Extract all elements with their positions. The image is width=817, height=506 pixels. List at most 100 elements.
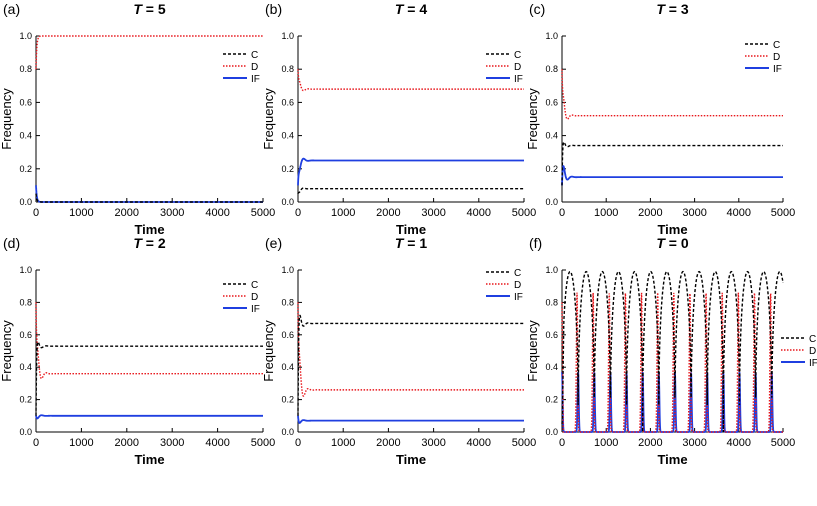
y-tick-label: 0.4 bbox=[545, 362, 558, 372]
x-tick-label: 2000 bbox=[638, 207, 662, 219]
x-axis-label: Time bbox=[657, 452, 687, 467]
y-tick-label: 0.4 bbox=[281, 131, 294, 141]
x-tick-label: 4000 bbox=[727, 207, 751, 219]
x-tick-label: 1000 bbox=[69, 437, 93, 449]
x-tick-label: 5000 bbox=[771, 437, 795, 449]
y-tick-label: 0.2 bbox=[281, 395, 294, 405]
y-tick-label: 0.8 bbox=[281, 297, 294, 307]
y-tick-label: 1.0 bbox=[545, 31, 558, 41]
series-line-c bbox=[297, 187, 524, 195]
chart-panel-b: 0 1000 2000 3000 4000 5000 0.0 0.2 0.4 0.6 0.8 1.0 T… bbox=[261, 1, 536, 237]
x-axis-label: Time bbox=[396, 452, 426, 467]
y-axis-label: Frequency bbox=[261, 88, 276, 150]
panel-title: T = 0 bbox=[656, 235, 689, 251]
y-tick-label: 0.8 bbox=[19, 297, 32, 307]
y-tick-label: 0.4 bbox=[19, 362, 32, 372]
y-tick-label: 0.6 bbox=[545, 97, 558, 107]
series-line-d bbox=[297, 302, 524, 397]
y-axis-label: Frequency bbox=[525, 88, 540, 150]
y-tick-label: 0.6 bbox=[545, 330, 558, 340]
legend-label-d: D bbox=[514, 280, 521, 291]
y-tick-label: 0.4 bbox=[281, 362, 294, 372]
x-tick-label: 0 bbox=[559, 437, 565, 449]
x-axis-label: Time bbox=[657, 222, 687, 237]
chart-panel-a: 0 1000 2000 3000 4000 5000 0.0 0.2 0.4 0.6 0.8 1.0 T… bbox=[0, 1, 275, 237]
series-line-d bbox=[35, 35, 263, 70]
x-tick-label: 3000 bbox=[421, 437, 445, 449]
series-line-c bbox=[297, 314, 524, 416]
panel-title: T = 4 bbox=[395, 1, 428, 17]
panel-title: T = 3 bbox=[656, 1, 689, 17]
panel-title: T = 2 bbox=[133, 235, 166, 251]
y-tick-label: 0.6 bbox=[281, 97, 294, 107]
x-tick-label: 5000 bbox=[512, 437, 536, 449]
chart-panel-c: 0 1000 2000 3000 4000 5000 0.0 0.2 0.4 0.6 0.8 1.0 T… bbox=[525, 1, 795, 237]
y-tick-label: 1.0 bbox=[19, 265, 32, 275]
y-tick-label: 0.8 bbox=[545, 64, 558, 74]
y-tick-label: 0.4 bbox=[19, 131, 32, 141]
legend-label-c: C bbox=[251, 280, 258, 291]
panel-label: (d) bbox=[3, 235, 20, 251]
series-line-c bbox=[35, 193, 263, 203]
legend-label-if: IF bbox=[773, 64, 782, 75]
y-tick-label: 0.6 bbox=[19, 330, 32, 340]
series-line-if bbox=[297, 157, 524, 186]
x-tick-label: 1000 bbox=[594, 207, 618, 219]
x-tick-label: 5000 bbox=[251, 437, 275, 449]
y-tick-label: 0.0 bbox=[19, 427, 32, 437]
x-tick-label: 2000 bbox=[376, 207, 400, 219]
series-line-c bbox=[561, 270, 784, 433]
x-tick-label: 2000 bbox=[638, 437, 662, 449]
y-tick-label: 0.2 bbox=[545, 395, 558, 405]
y-tick-label: 0.2 bbox=[281, 164, 294, 174]
x-tick-label: 5000 bbox=[771, 207, 795, 219]
y-tick-label: 0.2 bbox=[545, 164, 558, 174]
x-tick-label: 4000 bbox=[205, 207, 229, 219]
x-tick-label: 1000 bbox=[331, 207, 355, 219]
series-line-d bbox=[297, 69, 524, 92]
panel-title: T = 5 bbox=[133, 1, 166, 17]
series-line-d bbox=[561, 69, 783, 120]
y-tick-label: 0.0 bbox=[545, 197, 558, 207]
chart-panel-e: 0 1000 2000 3000 4000 5000 0.0 0.2 0.4 0.6 0.8 1.0 T… bbox=[261, 235, 536, 467]
x-tick-label: 2000 bbox=[115, 437, 139, 449]
x-axis-label: Time bbox=[134, 452, 164, 467]
series-line-c bbox=[35, 341, 263, 416]
legend-label-if: IF bbox=[514, 74, 523, 85]
x-tick-label: 1000 bbox=[69, 207, 93, 219]
legend-label-d: D bbox=[514, 62, 521, 73]
x-tick-label: 0 bbox=[33, 207, 39, 219]
panel-label: (a) bbox=[3, 1, 20, 17]
y-tick-label: 0.8 bbox=[281, 64, 294, 74]
panel-label: (c) bbox=[529, 1, 545, 17]
y-axis-label: Frequency bbox=[261, 320, 276, 382]
chart-panel-d: 0 1000 2000 3000 4000 5000 0.0 0.2 0.4 0.6 0.8 1.0 T… bbox=[0, 235, 275, 467]
x-tick-label: 1000 bbox=[594, 437, 618, 449]
series-line-d bbox=[561, 292, 783, 433]
legend-label-if: IF bbox=[809, 358, 817, 369]
panel-title: T = 1 bbox=[395, 235, 428, 251]
series-line-if bbox=[35, 414, 263, 420]
x-tick-label: 4000 bbox=[467, 437, 491, 449]
y-tick-label: 1.0 bbox=[19, 31, 32, 41]
series-line-if bbox=[561, 165, 783, 186]
legend-label-d: D bbox=[773, 52, 780, 63]
panel-label: (f) bbox=[529, 235, 542, 251]
x-tick-label: 2000 bbox=[115, 207, 139, 219]
y-tick-label: 0.0 bbox=[281, 197, 294, 207]
x-tick-label: 4000 bbox=[205, 437, 229, 449]
y-tick-label: 1.0 bbox=[281, 31, 294, 41]
y-tick-label: 0.0 bbox=[281, 427, 294, 437]
legend-label-if: IF bbox=[251, 304, 260, 315]
legend-label-if: IF bbox=[251, 74, 260, 85]
y-tick-label: 0.8 bbox=[545, 297, 558, 307]
y-tick-label: 0.6 bbox=[281, 330, 294, 340]
y-tick-label: 0.4 bbox=[545, 131, 558, 141]
series-line-d bbox=[35, 302, 263, 380]
x-tick-label: 2000 bbox=[376, 437, 400, 449]
